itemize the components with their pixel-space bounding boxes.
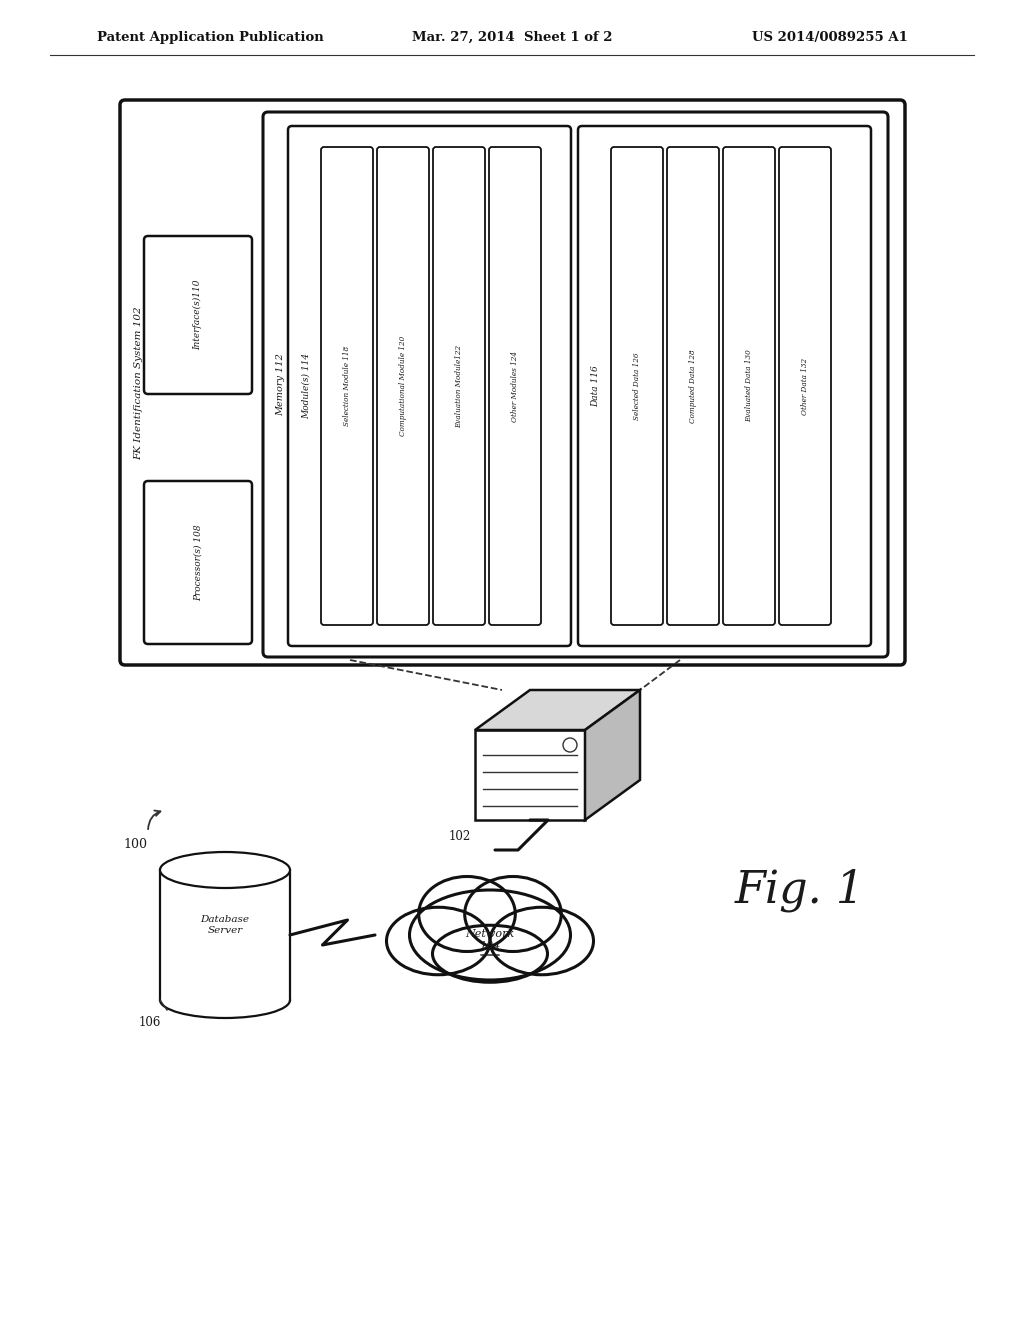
Polygon shape xyxy=(585,690,640,820)
Ellipse shape xyxy=(386,907,490,974)
Ellipse shape xyxy=(432,925,548,982)
FancyBboxPatch shape xyxy=(667,147,719,624)
Text: Other Data 132: Other Data 132 xyxy=(801,358,809,414)
Text: Computational Module 120: Computational Module 120 xyxy=(399,335,407,436)
FancyArrowPatch shape xyxy=(148,810,161,829)
Text: Processor(s) 108: Processor(s) 108 xyxy=(194,524,203,602)
Text: 102: 102 xyxy=(449,830,471,843)
Text: Database
Server: Database Server xyxy=(201,915,250,935)
Ellipse shape xyxy=(160,982,290,1018)
FancyBboxPatch shape xyxy=(377,147,429,624)
Text: Selected Data 126: Selected Data 126 xyxy=(633,352,641,420)
Bar xyxy=(475,730,585,820)
Text: Selection Module 118: Selection Module 118 xyxy=(343,346,351,426)
Text: Patent Application Publication: Patent Application Publication xyxy=(96,30,324,44)
Text: 100: 100 xyxy=(123,838,147,851)
Text: Network
104: Network 104 xyxy=(465,929,515,950)
FancyBboxPatch shape xyxy=(779,147,831,624)
FancyBboxPatch shape xyxy=(489,147,541,624)
Text: Evaluated Data 130: Evaluated Data 130 xyxy=(745,350,753,422)
Text: Evaluation Module122: Evaluation Module122 xyxy=(455,345,463,428)
FancyBboxPatch shape xyxy=(723,147,775,624)
Text: Mar. 27, 2014  Sheet 1 of 2: Mar. 27, 2014 Sheet 1 of 2 xyxy=(412,30,612,44)
Ellipse shape xyxy=(160,851,290,888)
Ellipse shape xyxy=(410,890,570,979)
Text: Module(s) 114: Module(s) 114 xyxy=(301,352,310,418)
Text: FK Identification System 102: FK Identification System 102 xyxy=(134,306,143,459)
FancyBboxPatch shape xyxy=(144,236,252,393)
Text: Data 116: Data 116 xyxy=(592,366,600,407)
FancyBboxPatch shape xyxy=(578,125,871,645)
FancyBboxPatch shape xyxy=(120,100,905,665)
FancyBboxPatch shape xyxy=(263,112,888,657)
Polygon shape xyxy=(475,690,640,730)
Text: 106: 106 xyxy=(139,1015,161,1028)
FancyBboxPatch shape xyxy=(321,147,373,624)
Text: Other Modules 124: Other Modules 124 xyxy=(511,351,519,421)
Ellipse shape xyxy=(465,876,561,952)
Text: US 2014/0089255 A1: US 2014/0089255 A1 xyxy=(752,30,908,44)
Text: Memory 112: Memory 112 xyxy=(276,354,286,416)
Text: Interface(s)110: Interface(s)110 xyxy=(194,280,203,350)
FancyBboxPatch shape xyxy=(611,147,663,624)
Text: Computed Data 128: Computed Data 128 xyxy=(689,350,697,422)
Bar xyxy=(160,870,290,1001)
Ellipse shape xyxy=(419,876,515,952)
Text: Fig. 1: Fig. 1 xyxy=(735,869,865,912)
FancyBboxPatch shape xyxy=(144,480,252,644)
FancyBboxPatch shape xyxy=(288,125,571,645)
FancyBboxPatch shape xyxy=(433,147,485,624)
Ellipse shape xyxy=(490,907,594,974)
